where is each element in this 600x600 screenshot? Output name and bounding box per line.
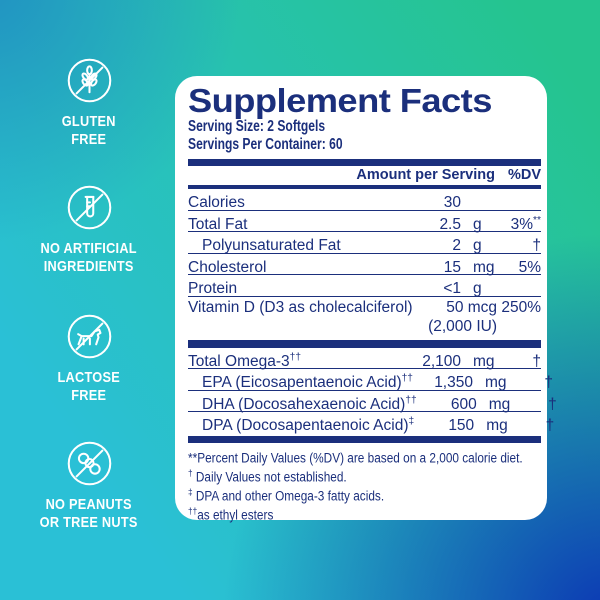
- column-dv: %DV: [507, 167, 541, 183]
- nutrient-name: Cholesterol: [188, 258, 267, 276]
- badge-no-peanuts-label: NO PEANUTS OR TREE NUTS: [40, 496, 138, 531]
- footnote-line: **Percent Daily Values (%DV) are based o…: [188, 450, 523, 465]
- nutrient-row-vitamin-d: Vitamin D (D3 as cholecalciferol) 50 mcg…: [188, 297, 541, 336]
- nutrient-unit: mg: [473, 352, 495, 370]
- badge-text-line: OR TREE NUTS: [40, 513, 138, 531]
- nutrient-name: Total Fat: [188, 215, 248, 233]
- nutrient-amount: 150: [448, 417, 475, 435]
- column-header: Amount per Serving %DV: [188, 166, 541, 185]
- nutrient-amount: 30: [443, 194, 461, 212]
- nutrient-row-dpa: DPA (Docosapentaenoic Acid)‡ 150 mg †: [188, 412, 554, 435]
- nutrient-row-polyunsaturated-fat: Polyunsaturated Fat 2 g †: [188, 232, 541, 254]
- nutrient-row-total-omega-3: Total Omega-3†† 2,100 mg †: [188, 348, 541, 370]
- nutrient-dv: †: [532, 352, 541, 370]
- divider-medium: [188, 185, 541, 189]
- badge-text-line: INGREDIENTS: [44, 257, 134, 275]
- badge-text-line: GLUTEN: [62, 113, 116, 130]
- servings-per-container: Servings Per Container: 60: [188, 135, 343, 153]
- badge-no-artificial-ingredients: NO ARTIFICIAL INGREDIENTS: [16, 184, 162, 275]
- nutrient-amount: <1: [443, 280, 461, 298]
- serving-size: Serving Size: 2 Softgels: [188, 118, 326, 135]
- nutrient-row-dha: DHA (Docosahexaenoic Acid)†† 600 mg †: [188, 391, 557, 413]
- nutrient-unit: g: [473, 237, 482, 255]
- nutrient-unit: mg: [486, 417, 508, 435]
- divider-thick: [188, 159, 541, 166]
- nutrient-amount: 50 mcg 250%: [446, 298, 541, 316]
- badge-lactose-free: LACTOSE FREE: [16, 313, 162, 404]
- footnote-line: † Daily Values not established.: [188, 467, 347, 485]
- no-peanuts-tree-nuts-icon: [67, 441, 111, 486]
- badge-gluten-free: GLUTEN FREE: [16, 57, 162, 148]
- nutrient-dv: 5%: [518, 258, 541, 276]
- nutrient-amount-note: (2,000 IU): [428, 317, 497, 335]
- badge-lactose-free-label: LACTOSE FREE: [58, 369, 120, 404]
- nutrient-dv: †: [548, 395, 557, 413]
- badge-text-line: NO ARTIFICIAL: [40, 240, 138, 257]
- badge-text-line: FREE: [71, 130, 107, 148]
- nutrient-unit: g: [473, 280, 482, 298]
- badge-no-artificial-label: NO ARTIFICIAL INGREDIENTS: [41, 240, 137, 275]
- nutrient-name: Protein: [188, 280, 238, 298]
- lactose-free-icon: [67, 314, 111, 359]
- nutrient-amount: 15: [443, 258, 461, 276]
- nutrient-name: Total Omega-3††: [188, 351, 302, 370]
- divider-thick: [188, 339, 541, 348]
- nutrient-dv: †: [544, 374, 553, 392]
- nutrient-amount: 2: [452, 237, 461, 255]
- nutrient-amount: 1,350: [434, 374, 473, 392]
- nutrient-amount: 2.5: [439, 215, 461, 233]
- column-amount-per-serving: Amount per Serving: [356, 167, 495, 183]
- footnote-line: ‡ DPA and other Omega-3 fatty acids.: [188, 486, 385, 504]
- nutrient-row-calories: Calories 30: [188, 189, 541, 211]
- nutrient-name: DHA (Docosahexaenoic Acid)††: [202, 394, 417, 413]
- panel-title: Supplement Facts: [188, 82, 492, 119]
- badge-text-line: FREE: [71, 386, 107, 404]
- nutrient-row-epa: EPA (Eicosapentaenoic Acid)†† 1,350 mg †: [188, 369, 553, 392]
- nutrient-name: Vitamin D (D3 as cholecalciferol): [188, 298, 413, 316]
- nutrient-unit: mg: [484, 374, 507, 392]
- badge-no-peanuts-tree-nuts: NO PEANUTS OR TREE NUTS: [16, 440, 162, 531]
- nutrient-dv: †: [545, 417, 555, 435]
- nutrient-amount: 2,100: [422, 352, 461, 370]
- footnotes: **Percent Daily Values (%DV) are based o…: [188, 447, 540, 523]
- gluten-free-icon: [67, 58, 111, 103]
- nutrient-unit: g: [473, 215, 482, 233]
- no-artificial-ingredients-icon: [67, 185, 111, 230]
- nutrient-name: EPA (Eicosapentaenoic Acid)††: [202, 373, 413, 392]
- nutrient-row-total-fat: Total Fat 2.5 g 3%**: [188, 211, 541, 233]
- nutrient-unit: mg: [488, 395, 511, 413]
- badge-gluten-free-label: GLUTEN FREE: [62, 113, 116, 148]
- nutrient-name: Polyunsaturated Fat: [202, 237, 341, 255]
- nutrient-amount: 600: [450, 395, 477, 413]
- supplement-facts-panel: Supplement Facts Serving Size: 2 Softgel…: [175, 76, 557, 523]
- nutrient-dv: †: [532, 237, 541, 255]
- badge-text-line: LACTOSE: [57, 369, 121, 386]
- footnote-line: ††as ethyl esters: [188, 505, 274, 523]
- nutrient-name: Calories: [188, 194, 245, 212]
- nutrient-unit: mg: [473, 258, 495, 276]
- nutrient-name: DPA (Docosapentaenoic Acid)‡: [202, 416, 415, 435]
- nutrient-row-protein: Protein <1 g: [188, 275, 541, 297]
- badge-text-line: NO PEANUTS: [45, 496, 133, 513]
- nutrient-row-cholesterol: Cholesterol 15 mg 5%: [188, 254, 541, 276]
- nutrient-dv: 3%**: [510, 214, 541, 233]
- divider-thick: [188, 435, 541, 443]
